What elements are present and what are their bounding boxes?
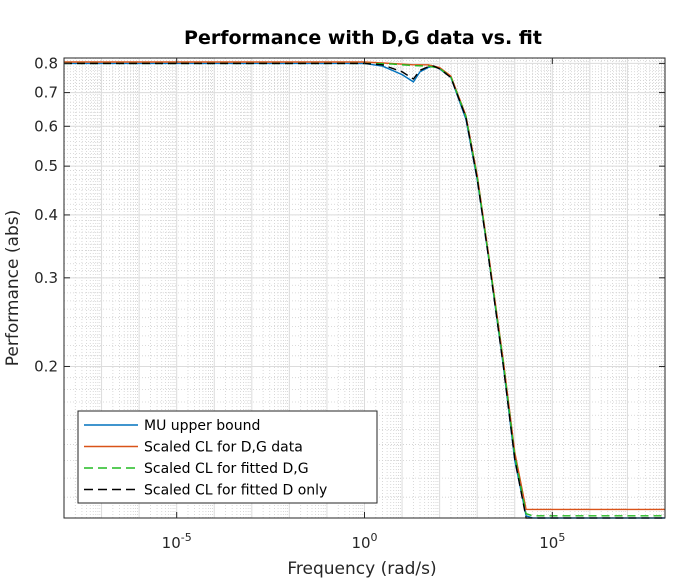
x-axis-label: Frequency (rad/s) xyxy=(287,559,436,579)
legend-label: MU upper bound xyxy=(144,418,260,434)
x-tick-labels: 10-5 100 105 xyxy=(162,531,566,552)
x-tick-label: 105 xyxy=(539,531,565,552)
y-tick-label: 0.6 xyxy=(34,117,58,135)
chart-title: Performance with D,G data vs. fit xyxy=(184,27,542,49)
legend: MU upper bound Scaled CL for D,G data Scal… xyxy=(77,410,378,504)
legend-box xyxy=(77,410,378,504)
y-tick-label: 0.3 xyxy=(34,269,58,287)
y-tick-label: 0.8 xyxy=(34,54,58,72)
legend-label: Scaled CL for D,G data xyxy=(144,440,303,456)
y-tick-label: 0.4 xyxy=(34,206,58,224)
y-tick-label: 0.7 xyxy=(34,84,58,102)
x-tick-label: 10-5 xyxy=(162,531,192,552)
legend-label: Scaled CL for fitted D,G xyxy=(144,461,309,477)
y-tick-label: 0.5 xyxy=(34,157,58,175)
x-tick-label: 100 xyxy=(351,531,377,552)
y-axis-label: Performance (abs) xyxy=(3,210,23,366)
y-tick-labels: 0.2 0.3 0.4 0.5 0.6 0.7 0.8 xyxy=(34,54,58,375)
legend-label: Scaled CL for fitted D only xyxy=(144,483,327,499)
y-tick-label: 0.2 xyxy=(34,357,58,375)
tick-marks xyxy=(64,58,665,518)
